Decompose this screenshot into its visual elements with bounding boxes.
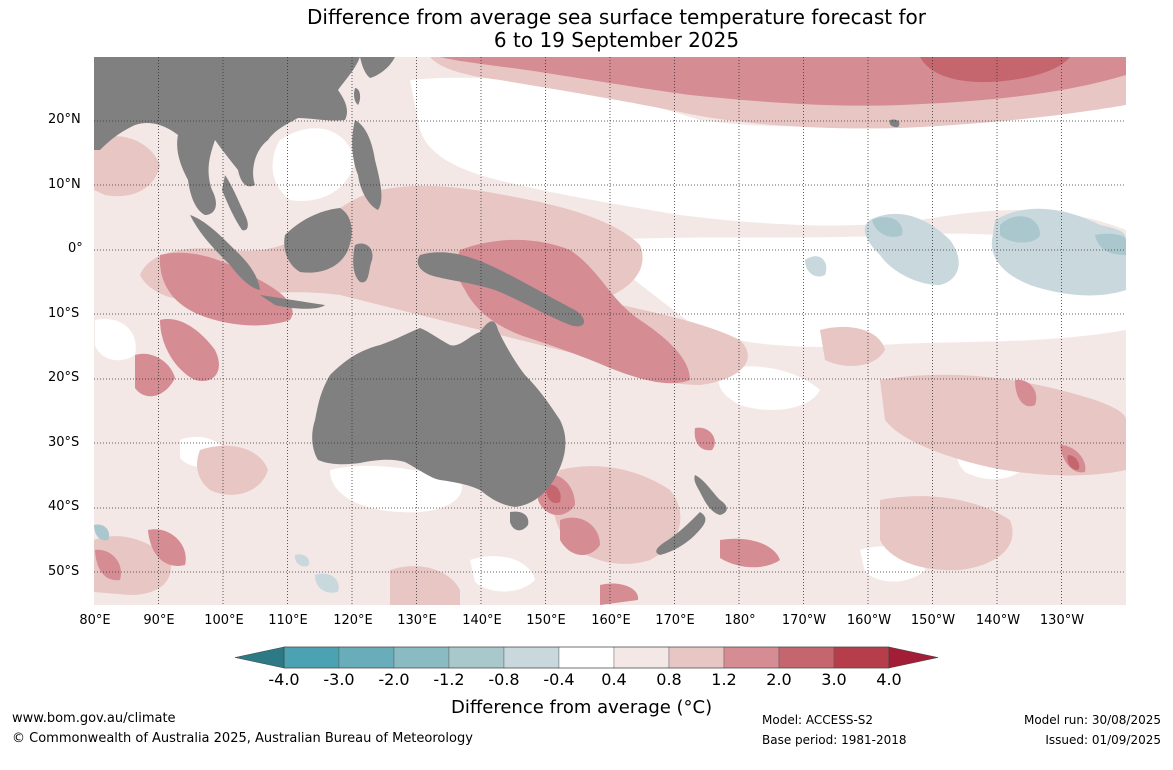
website-link[interactable]: www.bom.gov.au/climate: [12, 711, 176, 726]
new-zealand-south: [656, 512, 706, 555]
lon-label: 80°E: [79, 613, 111, 628]
asia-mainland: [94, 57, 360, 215]
lon-label: 170°W: [781, 613, 827, 628]
map-title-line-1: Difference from average sea surface temp…: [306, 5, 926, 29]
colorbar-tick-label: 4.0: [876, 670, 902, 689]
map-title-line-2: 6 to 19 September 2025: [493, 28, 740, 52]
lat-label: 10°N: [48, 177, 81, 192]
colorbar-tick-label: 2.0: [766, 670, 792, 689]
japan: [360, 57, 395, 78]
colorbar-tick-label: -4.0: [268, 670, 300, 689]
lon-label: 110°E: [268, 613, 308, 628]
borneo: [284, 208, 352, 273]
new-guinea: [417, 252, 585, 327]
colorbar-over-arrow: [888, 646, 939, 669]
base-period: Base period: 1981-2018: [762, 733, 907, 747]
model-run-date: Model run: 30/08/2025: [1023, 713, 1161, 727]
lat-label: 0°: [68, 241, 83, 256]
colorbar-tick-label: 3.0: [821, 670, 847, 689]
hawaii: [889, 119, 900, 128]
java: [260, 295, 325, 309]
tasmania: [510, 511, 529, 531]
colorbar-segment: [613, 646, 670, 669]
colorbar-segment: [503, 646, 560, 669]
lon-label: 150°W: [910, 613, 956, 628]
colorbar-segment: [338, 646, 395, 669]
colorbar-segment: [668, 646, 725, 669]
colorbar-title: Difference from average (°C): [451, 697, 713, 718]
lon-label: 160°W: [846, 613, 892, 628]
lat-label: 10°S: [48, 306, 80, 321]
colorbar-tick-label: -0.4: [543, 670, 575, 689]
colorbar: [234, 646, 939, 669]
colorbar-tick-label: 0.4: [601, 670, 627, 689]
cool-anomaly-regions: [94, 208, 1126, 593]
colorbar-tick-label: 0.8: [656, 670, 682, 689]
philippines: [352, 120, 382, 210]
lon-label: 170°E: [655, 613, 695, 628]
lon-label: 120°E: [333, 613, 373, 628]
land-masses: [94, 57, 900, 555]
australia: [312, 321, 566, 507]
colorbar-segment: [723, 646, 780, 669]
issued-date: Issued: 01/09/2025: [1045, 733, 1161, 747]
taiwan: [354, 88, 361, 105]
colorbar-tick-label: -1.2: [433, 670, 465, 689]
lon-label: 160°E: [591, 613, 631, 628]
lat-label: 20°N: [48, 112, 81, 127]
lon-label: 100°E: [204, 613, 244, 628]
lon-label: 180°: [724, 613, 756, 628]
lon-label: 140°E: [462, 613, 502, 628]
new-zealand-north: [694, 475, 727, 515]
colorbar-segment: [833, 646, 890, 669]
colorbar-under-arrow: [234, 646, 285, 669]
copyright-text: © Commonwealth of Australia 2025, Austra…: [12, 731, 473, 746]
colorbar-tick-label: -0.8: [488, 670, 520, 689]
malay-peninsula: [222, 175, 248, 231]
lon-label: 150°E: [526, 613, 566, 628]
colorbar-tick-label: -2.0: [378, 670, 410, 689]
lon-label: 130°W: [1039, 613, 1085, 628]
graticule: [94, 57, 1126, 605]
sumatra: [190, 215, 260, 290]
lon-label: 130°E: [397, 613, 437, 628]
colorbar-tick-label: 1.2: [711, 670, 737, 689]
colorbar-segment: [448, 646, 505, 669]
model-name: Model: ACCESS-S2: [762, 713, 874, 727]
lat-label: 20°S: [48, 370, 80, 385]
colorbar-segment: [283, 646, 340, 669]
lat-label: 50°S: [48, 564, 80, 579]
lon-label: 140°W: [975, 613, 1021, 628]
warm-anomaly-2.0-3.0: [545, 57, 1080, 504]
colorbar-tick-label: -3.0: [323, 670, 355, 689]
colorbar-segment: [778, 646, 835, 669]
lon-label: 90°E: [143, 613, 175, 628]
lat-label: 30°S: [48, 435, 80, 450]
sulawesi: [353, 243, 373, 283]
lat-label: 40°S: [48, 499, 80, 514]
map-area: [94, 57, 1126, 605]
colorbar-segment: [393, 646, 450, 669]
colorbar-segment: [558, 646, 615, 669]
